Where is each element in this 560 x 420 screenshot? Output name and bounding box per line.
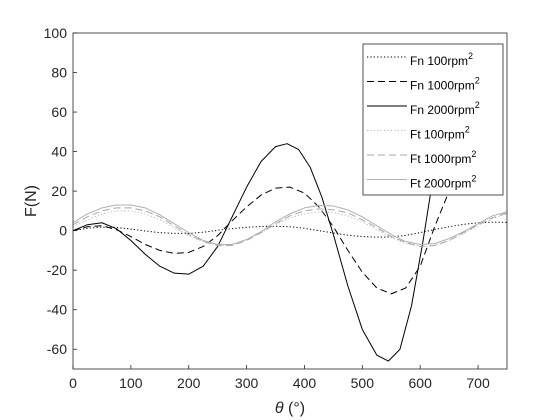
legend-entry-text: Fn 100rpm	[410, 54, 468, 68]
y-axis-label: F(N)	[23, 185, 40, 217]
legend-entry-text: Ft 1000rpm	[410, 152, 471, 166]
axes-box	[72, 32, 508, 370]
y-tick-label: -40	[47, 302, 67, 318]
legend-entry-fn-2000rpm: Fn 2000rpm2	[410, 100, 480, 117]
series-line-ft-2000rpm	[73, 204, 507, 245]
legend-entry-fn-100rpm: Fn 100rpm2	[410, 51, 473, 68]
legend-entry-superscript: 2	[475, 100, 480, 110]
x-axis-label-symbol: θ	[275, 400, 284, 417]
legend-entry-ft-1000rpm: Ft 1000rpm2	[410, 149, 476, 166]
legend-entry-ft-2000rpm: Ft 2000rpm2	[410, 174, 476, 191]
series-line-ft-100rpm	[73, 210, 507, 247]
y-tick-label: -60	[47, 341, 67, 357]
series-line-fn-100rpm	[73, 221, 507, 238]
ticks-layer: 0 100 200 300 400 500 600 700100806040200-20-40…	[44, 25, 490, 391]
legend-entry-text: Fn 2000rpm	[410, 103, 475, 117]
x-axis-label-unit: (°)	[284, 400, 306, 417]
series-line-fn-1000rpm	[73, 186, 450, 295]
x-tick-label: 500	[351, 375, 375, 391]
x-tick-label: 600	[409, 375, 433, 391]
y-tick-label: 100	[44, 25, 68, 41]
x-tick-label: 300	[235, 375, 259, 391]
y-tick-label: 0	[59, 223, 67, 239]
legend-entry-superscript: 2	[468, 51, 473, 61]
legend-entry-text: Ft 100rpm	[410, 128, 465, 142]
legend-entry-fn-1000rpm: Fn 1000rpm2	[410, 76, 480, 93]
x-axis-label: θ (°)	[275, 400, 305, 417]
legend-entry-text: Fn 1000rpm	[410, 79, 475, 93]
legend-box	[362, 43, 504, 196]
y-tick-label: 20	[51, 183, 67, 199]
legend-entry-superscript: 2	[475, 76, 480, 86]
series-layer	[73, 119, 507, 362]
x-tick-label: 100	[119, 375, 143, 391]
legend-entry-ft-100rpm: Ft 100rpm2	[410, 125, 470, 142]
legend-entry-superscript: 2	[465, 125, 470, 135]
y-tick-label: -20	[47, 262, 67, 278]
x-tick-label: 0	[69, 375, 77, 391]
series-line-fn-2000rpm	[73, 119, 444, 362]
x-tick-label: 200	[177, 375, 201, 391]
legend-entry-superscript: 2	[471, 149, 476, 159]
y-tick-label: 80	[51, 65, 67, 81]
y-tick-label: 60	[51, 104, 67, 120]
legend-entry-superscript: 2	[471, 174, 476, 184]
series-line-ft-1000rpm	[73, 207, 507, 247]
x-tick-label: 700	[466, 375, 490, 391]
x-tick-label: 400	[293, 375, 317, 391]
y-tick-label: 40	[51, 144, 67, 160]
legend-entry-text: Ft 2000rpm	[410, 177, 471, 191]
